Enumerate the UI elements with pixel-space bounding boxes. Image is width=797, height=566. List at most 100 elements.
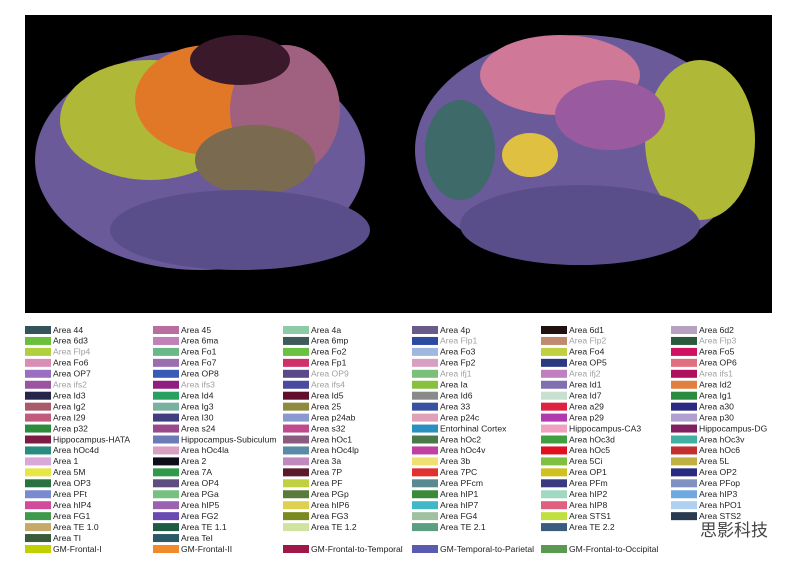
legend-label: GM-Frontal-I [53,544,102,554]
legend-label: Area a30 [699,401,734,411]
legend-label: Area p32 [53,423,88,433]
legend-label: Area OP8 [181,369,219,379]
legend-swatch [153,446,179,455]
legend-swatch [541,358,567,367]
legend-swatch [412,391,438,400]
legend-swatch [25,523,51,532]
legend-swatch [541,501,567,510]
legend-swatch [671,446,697,455]
legend-label: Area FG1 [53,511,90,521]
legend-swatch [541,523,567,532]
legend-label: Area OP9 [311,369,349,379]
legend-swatch [412,501,438,510]
legend-label: Area Fo7 [181,358,217,368]
legend-swatch [541,380,567,389]
legend-label: Area Fp1 [311,358,347,368]
legend-label: Area 44 [53,325,83,335]
legend-swatch [541,391,567,400]
legend-label: Area Id5 [311,390,344,400]
legend-label: Area TE 1.0 [53,522,99,532]
legend-label: Area s32 [311,423,346,433]
legend-label: Area OP2 [699,467,737,477]
legend-swatch [412,457,438,466]
legend-swatch [153,424,179,433]
legend-label: Area Id6 [440,390,473,400]
legend-label: Area hIP6 [311,500,349,510]
legend-swatch [153,336,179,345]
legend-swatch [153,512,179,521]
legend-label: Area Id3 [53,390,86,400]
legend-label: GM-Frontal-II [181,544,232,554]
legend-label: Area hOc4v [440,445,486,455]
legend-swatch [412,424,438,433]
legend-label: Area Flp3 [699,336,736,346]
legend-swatch [283,545,309,553]
legend-label: Area 33 [440,401,470,411]
legend-label: Area 7PC [440,467,477,477]
legend-swatch [671,512,697,521]
legend-swatch [283,326,309,334]
legend-swatch [283,336,309,345]
legend-swatch [153,391,179,400]
legend-label: Area hIP7 [440,500,478,510]
legend-swatch [25,336,51,345]
legend-swatch [283,358,309,367]
legend-label: Area Flp4 [53,347,90,357]
legend-swatch [283,347,309,356]
legend-swatch [283,446,309,455]
legend-label: Area 6ma [181,336,218,346]
legend-label: Area Fo5 [699,347,735,357]
legend-swatch [671,435,697,444]
legend-label: Area 6d1 [569,325,604,335]
legend-label: Area 6mp [311,336,348,346]
legend-label: Area OP3 [53,478,91,488]
legend-swatch [412,490,438,499]
legend-swatch [25,468,51,477]
legend-label: Area TeI [181,533,213,543]
legend-label: Area ifs1 [699,369,733,379]
legend-swatch [153,501,179,510]
legend-swatch [671,501,697,510]
legend-label: Area PF [311,478,343,488]
legend-label: Area Ig3 [181,401,214,411]
legend-swatch [153,347,179,356]
legend-swatch [671,413,697,422]
legend-label: Area hOc4lp [311,445,359,455]
legend-label: Area hOc1 [311,434,352,444]
legend-swatch [283,369,309,378]
legend-label: Area 7A [181,467,212,477]
legend-label: Area Flp2 [569,336,606,346]
legend-swatch [541,490,567,499]
legend-swatch [153,545,179,553]
legend-label: Area 4p [440,325,470,335]
legend-label: Area ifj2 [569,369,601,379]
legend-label: Area OP1 [569,467,607,477]
legend-label: Area hIP8 [569,500,607,510]
legend-swatch [412,435,438,444]
legend-label: Area 6d2 [699,325,734,335]
legend-swatch [541,402,567,411]
legend-swatch [283,479,309,488]
legend-swatch [412,545,438,553]
legend-label: Area TI [53,533,81,543]
legend-swatch [25,501,51,510]
legend-swatch [671,326,697,334]
legend-swatch [25,490,51,499]
legend-swatch [25,479,51,488]
legend-label: Area 1 [53,456,79,466]
legend-swatch [25,446,51,455]
legend-swatch [283,435,309,444]
legend-swatch [153,369,179,378]
legend-label: Area hIP4 [53,500,91,510]
legend-swatch [541,369,567,378]
legend-label: Hippocampus-Subiculum [181,434,277,444]
legend-label: Area 2 [181,456,207,466]
legend-swatch [412,479,438,488]
legend-label: Area OP6 [699,358,737,368]
legend-label: Area 25 [311,401,341,411]
legend-label: Area hPO1 [699,500,742,510]
legend-label: Area Fp2 [440,358,476,368]
legend-label: Area 6d3 [53,336,88,346]
legend-label: GM-Frontal-to-Occipital [569,544,658,554]
